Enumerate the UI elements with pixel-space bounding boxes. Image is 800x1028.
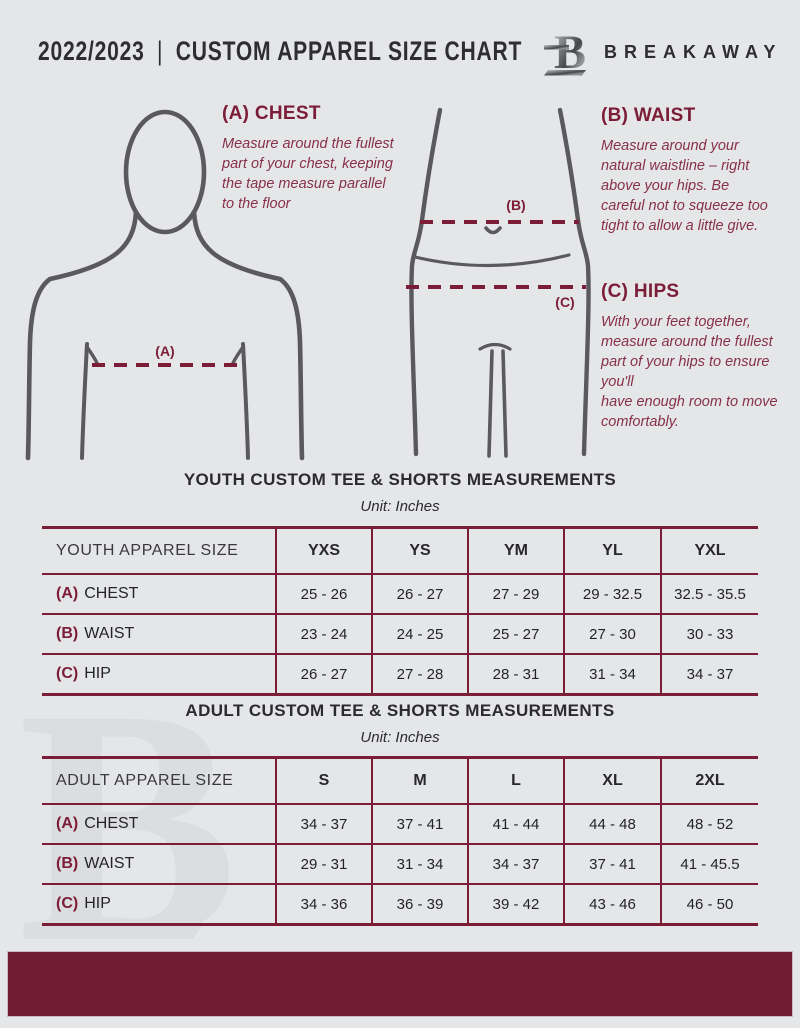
column-header: ADULT APPAREL SIZE [42,757,277,805]
table-row: (A) CHEST 34 - 37 37 - 41 41 - 44 44 - 48… [42,804,758,845]
value-cell: 37 - 41 [372,804,469,845]
hips-guide-body: With your feet together, measure around … [601,314,778,430]
table-row: (B) WAIST 23 - 24 24 - 25 25 - 27 27 - 30… [42,614,758,655]
season-label: 2022/2023 [38,36,145,66]
value-cell: 44 - 48 [564,804,662,845]
row-label-cell: (B) WAIST [42,844,277,885]
hips-marker-label: (C) [555,294,574,310]
table-row: (C) HIP 26 - 27 27 - 28 28 - 31 31 - 34 3… [42,654,758,696]
watermark-slash [22,924,204,939]
column-header: M [372,757,469,805]
waist-marker-label: (B) [506,197,525,213]
column-header: YL [564,527,662,575]
row-prefix: (A) [56,585,79,602]
chest-guide-heading: (A) CHEST [222,103,321,124]
youth-section-title: YOUTH CUSTOM TEE & SHORTS MEASUREMENTS [183,470,617,489]
value-cell: 29 - 31 [276,844,373,885]
chest-guide: (A) CHEST Measure around the fullest par… [222,103,398,214]
value-cell: 26 - 27 [372,574,469,615]
hips-guide: (C) HIPS With your feet together, measur… [601,281,783,432]
youth-unit-label: Unit: Inches [360,498,440,515]
column-header: XL [564,757,662,805]
table-row: (B) WAIST 29 - 31 31 - 34 34 - 37 37 - 41… [42,844,758,885]
row-name: HIP [84,665,111,682]
row-label-cell: (C) HIP [42,654,277,696]
value-cell: 25 - 27 [468,614,565,655]
brand-name: BREAKAWAY [604,41,783,62]
column-header: L [468,757,565,805]
value-cell: 34 - 37 [661,654,758,696]
value-cell: 32.5 - 35.5 [661,574,758,615]
row-name: CHEST [84,585,139,602]
column-header: YS [372,527,469,575]
row-name: CHEST [84,815,139,832]
youth-size-table: YOUTH APPAREL SIZE YXS YS YM YL YXL (A) C… [42,526,758,696]
value-cell: 37 - 41 [564,844,662,885]
row-label-cell: (B) WAIST [42,614,277,655]
row-name: WAIST [84,625,135,642]
column-header: YXL [661,527,758,575]
waist-guide-heading: (B) WAIST [601,105,696,126]
column-header: 2XL [661,757,758,805]
waist-guide-body: Measure around your natural waistline – … [601,138,768,234]
upper-body-figure: (A) [25,109,305,461]
value-cell: 34 - 37 [468,844,565,885]
row-prefix: (B) [56,855,79,872]
chest-marker-label: (A) [155,343,174,359]
row-name: HIP [84,895,111,912]
value-cell: 41 - 44 [468,804,565,845]
column-header: YXS [276,527,373,575]
table-row: (A) CHEST 25 - 26 26 - 27 27 - 29 29 - 32… [42,574,758,615]
column-header: S [276,757,373,805]
value-cell: 36 - 39 [372,884,469,926]
value-cell: 28 - 31 [468,654,565,696]
row-label-cell: (C) HIP [42,884,277,926]
value-cell: 30 - 33 [661,614,758,655]
value-cell: 27 - 30 [564,614,662,655]
adult-unit-label: Unit: Inches [360,729,440,746]
value-cell: 31 - 34 [372,844,469,885]
row-prefix: (A) [56,815,79,832]
footer-bar [7,951,793,1017]
value-cell: 26 - 27 [276,654,373,696]
table-row: (C) HIP 34 - 36 36 - 39 39 - 42 43 - 46 4… [42,884,758,926]
row-prefix: (C) [56,895,79,912]
row-prefix: (C) [56,665,79,682]
brand-block: B BREAKAWAY [544,24,782,80]
table-header-row: ADULT APPAREL SIZE S M L XL 2XL [42,757,758,805]
value-cell: 29 - 32.5 [564,574,662,615]
adult-section-title: ADULT CUSTOM TEE & SHORTS MEASUREMENTS [185,701,615,720]
column-header: YM [468,527,565,575]
breakaway-b-logo-icon: B [544,26,586,79]
hips-guide-heading: (C) HIPS [601,281,680,302]
page-title: 2022/2023 | CUSTOM APPAREL SIZE CHART [38,36,522,67]
title-separator: | [157,36,164,66]
value-cell: 25 - 26 [276,574,373,615]
adult-size-table: ADULT APPAREL SIZE S M L XL 2XL (A) CHEST… [42,756,758,926]
row-label-cell: (A) CHEST [42,574,277,615]
value-cell: 34 - 37 [276,804,373,845]
value-cell: 39 - 42 [468,884,565,926]
value-cell: 24 - 25 [372,614,469,655]
value-cell: 34 - 36 [276,884,373,926]
value-cell: 41 - 45.5 [661,844,758,885]
value-cell: 46 - 50 [661,884,758,926]
value-cell: 23 - 24 [276,614,373,655]
column-header: YOUTH APPAREL SIZE [42,527,277,575]
chest-guide-body: Measure around the fullest part of your … [222,136,394,212]
value-cell: 48 - 52 [661,804,758,845]
lower-body-figure: (B) (C) [406,107,591,458]
value-cell: 31 - 34 [564,654,662,696]
row-prefix: (B) [56,625,79,642]
row-name: WAIST [84,855,135,872]
title-label: CUSTOM APPAREL SIZE CHART [175,36,523,66]
value-cell: 43 - 46 [564,884,662,926]
value-cell: 27 - 28 [372,654,469,696]
row-label-cell: (A) CHEST [42,804,277,845]
waist-guide: (B) WAIST Measure around your natural wa… [601,105,773,236]
value-cell: 27 - 29 [468,574,565,615]
table-header-row: YOUTH APPAREL SIZE YXS YS YM YL YXL [42,527,758,575]
